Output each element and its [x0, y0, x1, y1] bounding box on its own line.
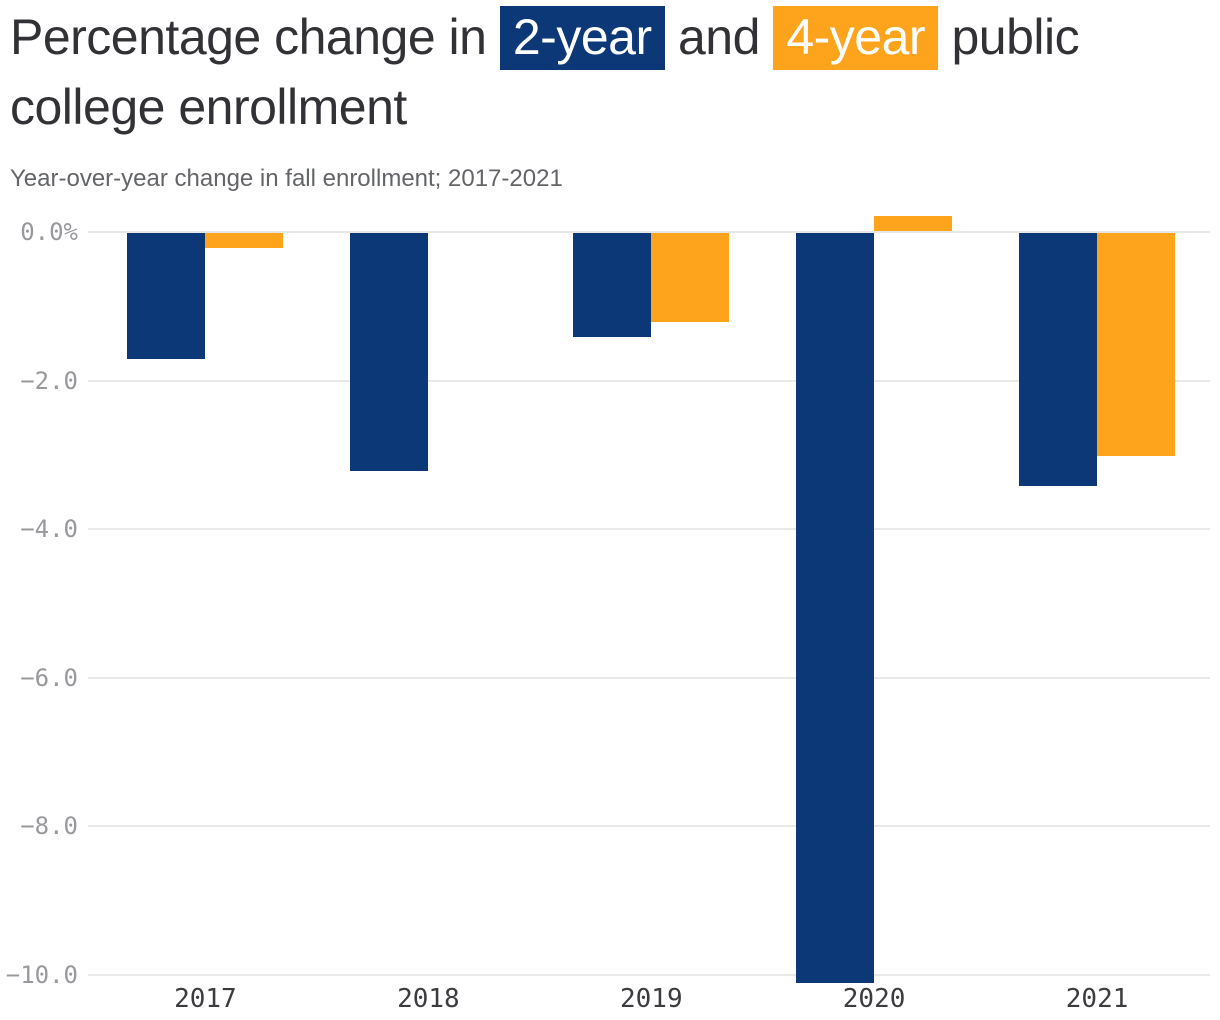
y-axis-tick-label: −4.0: [20, 515, 78, 544]
gridline--8: [88, 825, 1210, 828]
title-text-suffix: public college enrollment: [10, 9, 1080, 135]
y-axis-tick-label: −10.0: [5, 961, 78, 989]
x-axis-label-2017: 2017: [174, 984, 237, 1014]
gridline--10: [88, 974, 1210, 976]
chart-subtitle: Year-over-year change in fall enrollment…: [10, 165, 563, 192]
gridline-0: [88, 231, 1210, 233]
y-axis-tick-label: −8.0: [20, 812, 78, 841]
bar-2-year-2019: [573, 233, 652, 337]
chart-title: Percentage change in 2-year and 4-year p…: [10, 2, 1195, 142]
bar-4-year-2021: [1097, 233, 1176, 456]
y-axis-tick-label: 0.0%: [20, 218, 78, 246]
x-axis-label-2019: 2019: [619, 984, 683, 1014]
legend-highlight-4-year: 4-year: [773, 6, 939, 70]
y-axis-tick-label: −6.0: [20, 663, 78, 692]
y-axis-tick-label: −2.0: [20, 366, 78, 395]
bar-4-year-2017: [205, 233, 284, 248]
x-axis-label-2018: 2018: [397, 984, 460, 1014]
bar-4-year-2019: [651, 233, 730, 323]
gridline--6: [88, 676, 1210, 679]
bar-2-year-2021: [1019, 233, 1098, 486]
x-axis-label-2021: 2021: [1065, 984, 1129, 1014]
title-text-prefix: Percentage change in: [10, 9, 500, 65]
bar-2-year-2017: [127, 233, 206, 360]
bar-4-year-2020: [874, 216, 953, 231]
gridline--4: [88, 528, 1210, 531]
bar-2-year-2018: [350, 233, 429, 471]
x-axis-label-2020: 2020: [842, 984, 906, 1014]
legend-highlight-2-year: 2-year: [499, 6, 665, 70]
gridline--2: [88, 379, 1210, 382]
title-text-between: and: [664, 9, 774, 65]
bar-2-year-2020: [796, 233, 875, 984]
